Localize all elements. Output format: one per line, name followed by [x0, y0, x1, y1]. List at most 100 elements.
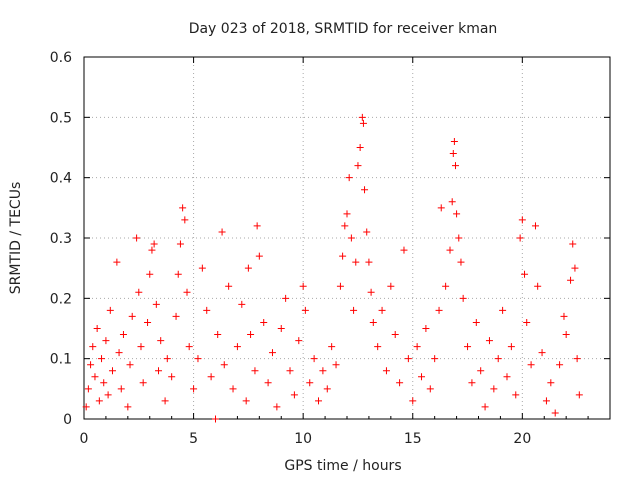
data-point [277, 325, 285, 332]
data-point [247, 331, 255, 339]
data-point [332, 361, 340, 369]
data-point [176, 240, 184, 248]
data-point [301, 306, 309, 314]
data-point [352, 258, 360, 266]
data-point [468, 379, 476, 387]
data-point [409, 397, 417, 405]
data-point [233, 343, 241, 351]
data-point [499, 306, 507, 314]
data-point [418, 373, 426, 381]
data-point [253, 222, 261, 230]
x-tick-label: 10 [294, 431, 312, 447]
x-tick-labels: 0 5 10 15 20 [80, 431, 532, 447]
data-point [472, 318, 480, 326]
data-point [163, 355, 171, 363]
data-point [264, 379, 272, 387]
data-point [350, 306, 358, 314]
data-point [207, 373, 215, 381]
data-point [560, 312, 568, 320]
data-point [336, 282, 344, 290]
data-point [569, 240, 577, 248]
data-point [556, 361, 564, 369]
data-point [126, 361, 134, 369]
data-points [82, 113, 583, 423]
data-point [341, 222, 349, 230]
data-point [93, 325, 101, 332]
data-point [339, 252, 347, 260]
data-point [446, 246, 454, 254]
data-point [148, 246, 156, 254]
data-point [538, 349, 546, 357]
data-point [374, 343, 382, 351]
data-point [183, 288, 191, 296]
data-point [464, 343, 472, 351]
data-point [571, 264, 579, 272]
data-point [168, 373, 176, 381]
data-point [133, 234, 141, 242]
data-point [306, 379, 314, 387]
data-point [89, 343, 97, 351]
data-point [358, 113, 366, 121]
data-point [315, 397, 323, 405]
data-point [521, 270, 529, 278]
data-point [534, 282, 542, 290]
data-point [512, 391, 520, 399]
data-point [214, 331, 222, 339]
data-point [518, 216, 526, 224]
data-point [567, 276, 575, 284]
data-point [442, 282, 450, 290]
data-point [155, 367, 163, 375]
data-point [450, 137, 458, 145]
data-point [152, 300, 160, 308]
data-point [135, 288, 143, 296]
data-point [328, 343, 336, 351]
data-point [310, 355, 318, 363]
data-point [181, 216, 189, 224]
data-point [319, 367, 327, 375]
data-point [516, 234, 524, 242]
data-point [507, 343, 515, 351]
data-point [382, 367, 390, 375]
data-point [117, 385, 125, 393]
data-point [84, 385, 92, 393]
data-point [459, 294, 467, 302]
data-point [547, 379, 555, 387]
data-point [220, 361, 228, 369]
y-tick-label: 0.2 [50, 291, 72, 307]
data-point [345, 174, 353, 182]
data-point [404, 355, 412, 363]
y-tick-label: 0.5 [50, 110, 72, 126]
data-point [218, 228, 226, 236]
data-point [481, 403, 489, 411]
data-point [108, 367, 116, 375]
data-point [494, 355, 502, 363]
x-tick-label: 0 [80, 431, 89, 447]
data-point [242, 397, 250, 405]
data-point [290, 391, 298, 399]
data-point [542, 397, 550, 405]
data-point [115, 349, 123, 357]
data-point [396, 379, 404, 387]
data-point [477, 367, 485, 375]
y-axis-label: SRMTID / TECUs [8, 182, 24, 295]
data-point [198, 264, 206, 272]
data-point [527, 361, 535, 369]
x-tick-label: 15 [404, 431, 422, 447]
data-point [437, 204, 445, 212]
data-point [150, 240, 158, 248]
data-point [100, 379, 108, 387]
data-point [225, 282, 233, 290]
data-point [146, 270, 154, 278]
data-point [387, 282, 395, 290]
data-point [82, 403, 90, 411]
data-point [451, 162, 459, 170]
data-point [323, 385, 331, 393]
data-point [286, 367, 294, 375]
data-point [185, 343, 193, 351]
y-tick-label: 0.6 [50, 50, 72, 66]
data-point [87, 361, 95, 369]
data-point [343, 210, 351, 218]
data-point [244, 264, 252, 272]
data-point [203, 306, 211, 314]
data-point [128, 312, 136, 320]
